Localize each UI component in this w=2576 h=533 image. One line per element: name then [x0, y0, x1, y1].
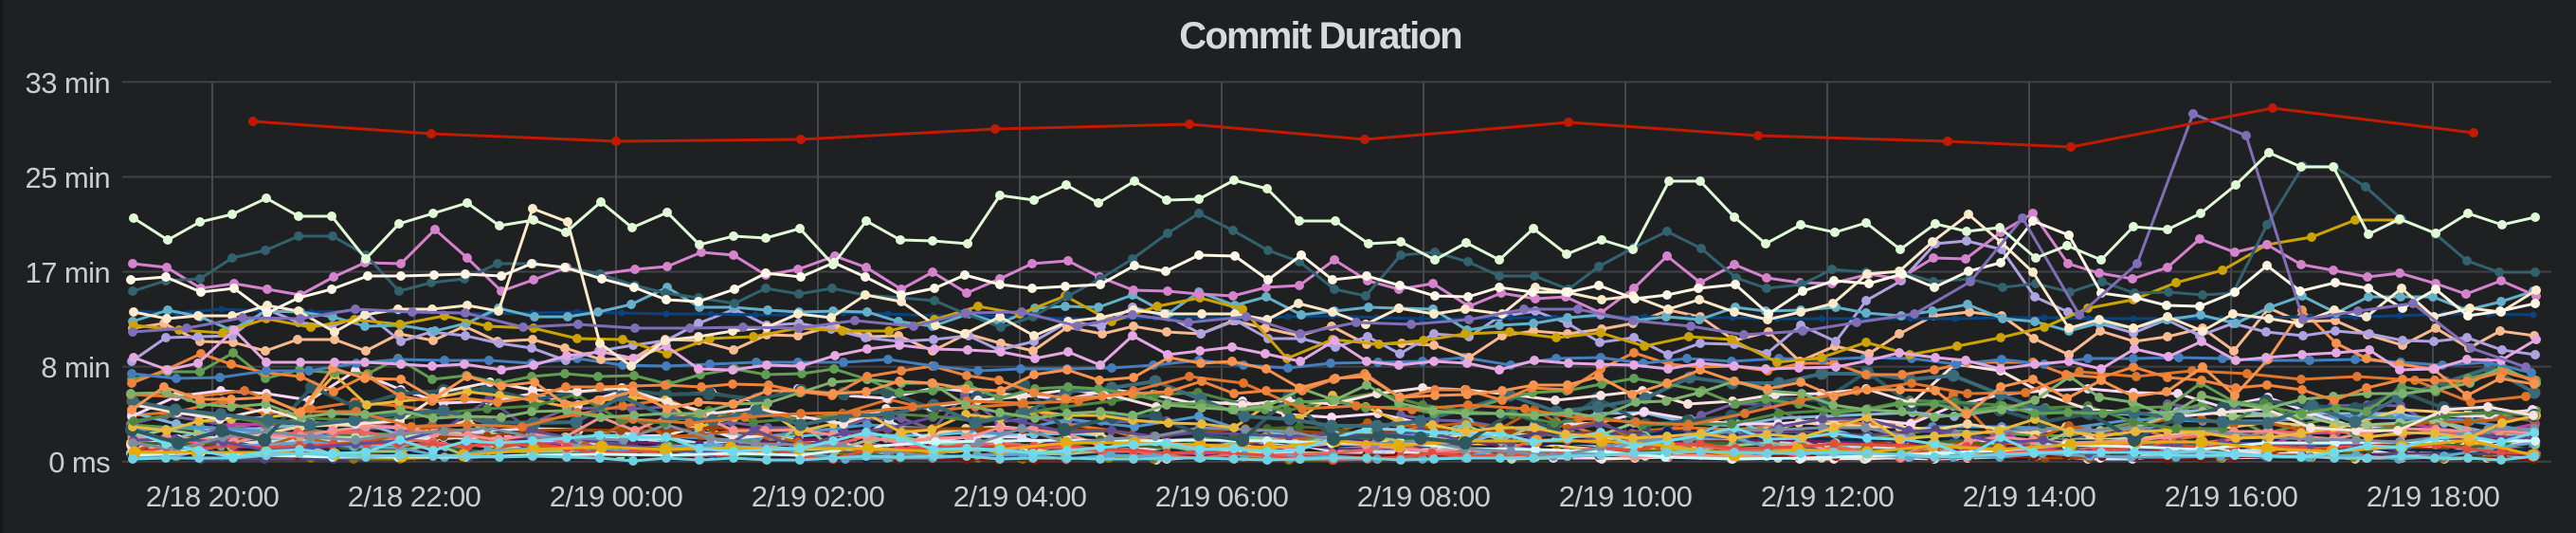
svg-text:2/19 16:00: 2/19 16:00: [2165, 480, 2298, 513]
svg-text:2/18 20:00: 2/18 20:00: [146, 480, 280, 513]
svg-text:2/19 00:00: 2/19 00:00: [550, 480, 683, 513]
svg-text:2/19 18:00: 2/19 18:00: [2367, 480, 2500, 513]
svg-text:2/19 04:00: 2/19 04:00: [953, 480, 1087, 513]
svg-text:2/19 08:00: 2/19 08:00: [1357, 480, 1491, 513]
svg-text:2/19 10:00: 2/19 10:00: [1559, 480, 1693, 513]
svg-text:33 min: 33 min: [26, 66, 110, 100]
svg-text:25 min: 25 min: [26, 161, 110, 194]
svg-text:8 min: 8 min: [41, 351, 110, 384]
svg-text:2/19 14:00: 2/19 14:00: [1963, 480, 2096, 513]
svg-text:Commit Duration: Commit Duration: [1179, 15, 1460, 57]
svg-text:0 ms: 0 ms: [48, 446, 110, 479]
svg-text:2/18 22:00: 2/18 22:00: [348, 480, 481, 513]
svg-text:17 min: 17 min: [26, 256, 110, 289]
svg-text:2/19 06:00: 2/19 06:00: [1155, 480, 1289, 513]
svg-text:2/19 02:00: 2/19 02:00: [752, 480, 885, 513]
svg-text:2/19 12:00: 2/19 12:00: [1761, 480, 1895, 513]
